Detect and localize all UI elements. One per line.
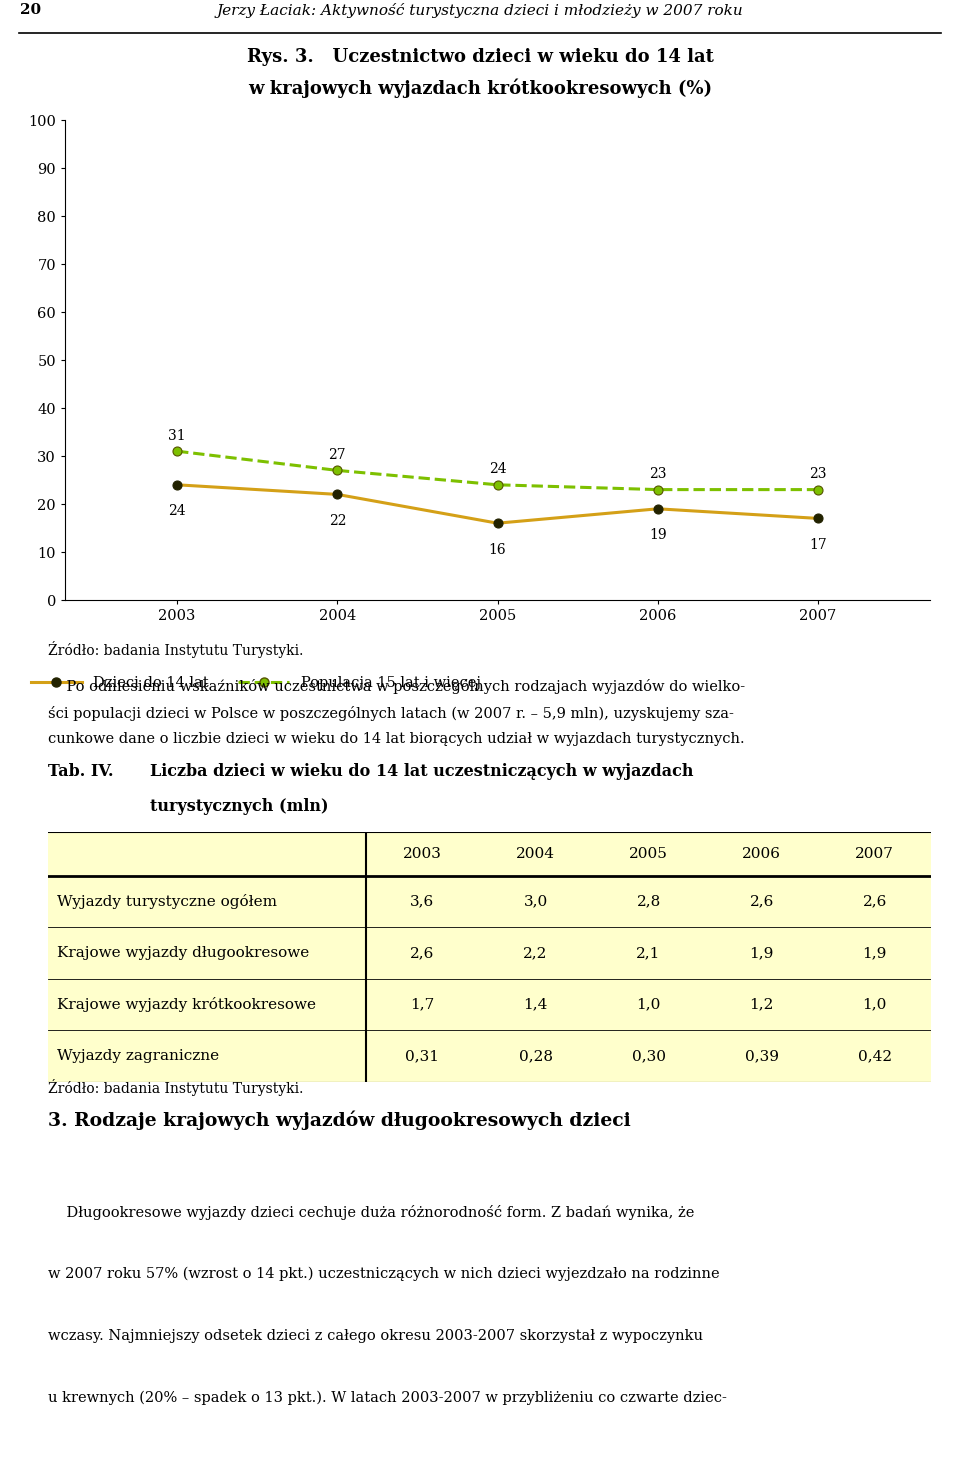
Text: 22: 22	[328, 515, 346, 528]
Text: Krajowe wyjazdy krótkookresowe: Krajowe wyjazdy krótkookresowe	[57, 997, 316, 1012]
Text: 1,4: 1,4	[523, 998, 548, 1012]
Text: Rys. 3.   Uczestnictwo dzieci w wieku do 14 lat: Rys. 3. Uczestnictwo dzieci w wieku do 1…	[247, 48, 713, 66]
Text: 19: 19	[649, 528, 666, 542]
Text: 0,42: 0,42	[857, 1050, 892, 1063]
Text: 2004: 2004	[516, 847, 555, 861]
Text: 3,0: 3,0	[523, 894, 547, 909]
Text: 2006: 2006	[742, 847, 781, 861]
Text: 1,9: 1,9	[862, 946, 887, 960]
Text: cunkowe dane o liczbie dzieci w wieku do 14 lat biorących udział w wyjazdach tur: cunkowe dane o liczbie dzieci w wieku do…	[48, 733, 745, 746]
Text: 23: 23	[649, 468, 666, 481]
Text: 0,31: 0,31	[405, 1050, 440, 1063]
Text: 3,6: 3,6	[410, 894, 435, 909]
Text: 27: 27	[328, 449, 347, 462]
Text: 0,28: 0,28	[518, 1050, 553, 1063]
Legend: Dzieci do 14 lat, Populacja 15 lat i więcej: Dzieci do 14 lat, Populacja 15 lat i wię…	[25, 670, 487, 696]
Text: turystycznych (mln): turystycznych (mln)	[150, 799, 328, 815]
Text: 2005: 2005	[629, 847, 668, 861]
Text: Wyjazdy turystyczne ogółem: Wyjazdy turystyczne ogółem	[57, 894, 276, 909]
Text: 2,2: 2,2	[523, 946, 548, 960]
Text: 1,0: 1,0	[636, 998, 660, 1012]
Text: 1,2: 1,2	[750, 998, 774, 1012]
Text: w 2007 roku 57% (wzrost o 14 pkt.) uczestniczących w nich dzieci wyjezdzało na r: w 2007 roku 57% (wzrost o 14 pkt.) uczes…	[48, 1267, 720, 1281]
Text: 17: 17	[809, 538, 827, 551]
Text: 2,8: 2,8	[636, 894, 660, 909]
Text: u krewnych (20% – spadek o 13 pkt.). W latach 2003-2007 w przybliżeniu co czwart: u krewnych (20% – spadek o 13 pkt.). W l…	[48, 1391, 727, 1406]
Text: 1,7: 1,7	[410, 998, 435, 1012]
Text: Po odniesieniu wskaźników uczestnictwa w poszczególnych rodzajach wyjazdów do wi: Po odniesieniu wskaźników uczestnictwa w…	[48, 679, 745, 693]
Text: 2,1: 2,1	[636, 946, 660, 960]
Text: ści populacji dzieci w Polsce w poszczególnych latach (w 2007 r. – 5,9 mln), uzy: ści populacji dzieci w Polsce w poszczeg…	[48, 705, 733, 721]
Text: 23: 23	[809, 468, 827, 481]
Text: 31: 31	[168, 430, 186, 443]
Text: 2,6: 2,6	[862, 894, 887, 909]
Text: 24: 24	[168, 504, 186, 519]
Text: 2,6: 2,6	[410, 946, 435, 960]
Text: 0,39: 0,39	[745, 1050, 779, 1063]
Text: 24: 24	[489, 462, 506, 476]
Text: wczasy. Najmniejszy odsetek dzieci z całego okresu 2003-2007 skorzystał z wypocz: wczasy. Najmniejszy odsetek dzieci z cał…	[48, 1330, 703, 1343]
Text: Długookresowe wyjazdy dzieci cechuje duża różnorodność form. Z badań wynika, że: Długookresowe wyjazdy dzieci cechuje duż…	[48, 1205, 694, 1220]
Text: Tab. IV.: Tab. IV.	[48, 764, 113, 780]
Text: 16: 16	[489, 542, 506, 557]
Text: 3. Rodzaje krajowych wyjazdów długookresowych dzieci: 3. Rodzaje krajowych wyjazdów długookres…	[48, 1110, 631, 1130]
Text: 1,0: 1,0	[862, 998, 887, 1012]
Text: Wyjazdy zagraniczne: Wyjazdy zagraniczne	[57, 1050, 219, 1063]
Text: w krajowych wyjazdach krótkookresowych (%): w krajowych wyjazdach krótkookresowych (…	[248, 78, 712, 98]
Text: 0,30: 0,30	[632, 1050, 665, 1063]
Text: Jerzy Łaciak: Aktywność turystyczna dzieci i młodzieży w 2007 roku: Jerzy Łaciak: Aktywność turystyczna dzie…	[217, 3, 743, 18]
Text: 20: 20	[20, 3, 41, 18]
Text: Źródło: badania Instytutu Turystyki.: Źródło: badania Instytutu Turystyki.	[48, 1079, 303, 1097]
Text: Krajowe wyjazdy długookresowe: Krajowe wyjazdy długookresowe	[57, 946, 309, 960]
Text: 1,9: 1,9	[750, 946, 774, 960]
Text: 2007: 2007	[855, 847, 894, 861]
Text: 2,6: 2,6	[750, 894, 774, 909]
Text: Źródło: badania Instytutu Turystyki.: Źródło: badania Instytutu Turystyki.	[48, 642, 303, 658]
Text: 2003: 2003	[403, 847, 442, 861]
Text: Liczba dzieci w wieku do 14 lat uczestniczących w wyjazdach: Liczba dzieci w wieku do 14 lat uczestni…	[150, 764, 693, 780]
